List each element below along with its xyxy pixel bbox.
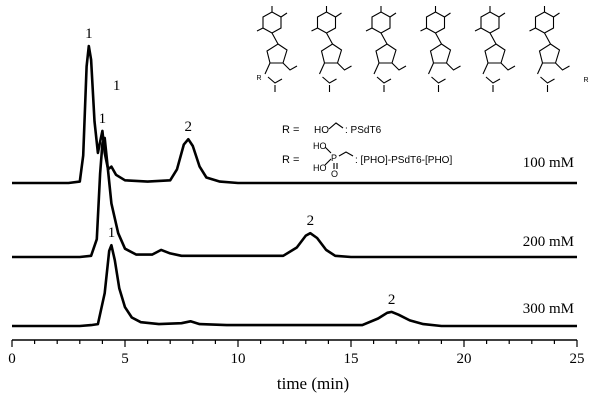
phosphorothioate-bonds — [431, 76, 446, 92]
sugar-ring — [266, 43, 288, 64]
chromatogram-traces — [12, 44, 577, 328]
r-definition-psdt6: R = HO : PSdT6 — [282, 122, 382, 136]
link-3-prime — [264, 62, 271, 75]
peak-label: 1 — [113, 78, 121, 94]
link-3-prime — [373, 62, 380, 75]
phosphorothioate-bonds — [267, 76, 283, 92]
thymine-substituents — [365, 6, 397, 32]
r-equals-label: R = — [282, 124, 299, 136]
x-tick-label: 0 — [8, 351, 16, 367]
x-tick-label: 5 — [121, 351, 129, 367]
r-definition-psdt6-name: : PSdT6 — [345, 125, 382, 136]
thymine-substituents — [256, 6, 288, 32]
structure-r-left: R — [256, 75, 261, 82]
glycosidic-bond — [544, 32, 551, 45]
sugar-ring — [484, 43, 506, 64]
link-3-prime — [536, 62, 544, 75]
thymine-substituents — [420, 6, 451, 32]
glycosidic-bond — [489, 32, 497, 45]
sugar-ring — [320, 43, 343, 64]
link-3-prime — [482, 62, 489, 75]
glycosidic-bond — [326, 32, 333, 45]
x-tick-label: 20 — [457, 351, 472, 367]
thymine-ring — [262, 11, 282, 34]
series-label: 200 mM — [523, 234, 574, 250]
sugar-ring — [429, 43, 452, 64]
sugar-ring — [375, 43, 397, 64]
series-label: 100 mM — [523, 155, 574, 171]
sugar-ring — [538, 43, 561, 64]
phosphorothioate-bonds — [485, 76, 501, 92]
peak-label: 1 — [99, 111, 107, 127]
glycosidic-bond — [435, 32, 442, 45]
x-tick-label: 25 — [570, 351, 585, 367]
thymine-substituents — [474, 6, 506, 32]
phosphorothioate-bonds — [322, 76, 337, 92]
x-axis-label: time (min) — [277, 374, 349, 393]
link-5-prime — [500, 62, 516, 71]
r-definition-pho: R = HO HO P O : [PHO]-PSdT6-[PHO] — [282, 141, 452, 179]
pho-o-atom: O — [331, 169, 338, 179]
peak-label: 1 — [108, 225, 116, 241]
thymine-ring — [371, 11, 391, 34]
link-5-prime — [337, 62, 352, 71]
r-definition-pho-name: : [PHO]-PSdT6-[PHO] — [355, 155, 452, 166]
peak-label: 2 — [388, 292, 396, 308]
thymine-substituents — [311, 6, 342, 32]
x-tick-label: 15 — [344, 351, 359, 367]
trace-1 — [12, 44, 577, 185]
series-label: 300 mM — [523, 301, 574, 317]
trace-3 — [12, 243, 577, 328]
r-equals-label: R = — [282, 154, 299, 166]
peak-label: 2 — [185, 119, 193, 135]
phosphorothioate-bonds — [540, 76, 555, 92]
x-tick-label: 10 — [231, 351, 246, 367]
thymine-ring — [425, 11, 446, 34]
link-5-prime — [282, 62, 298, 71]
phosphorothioate-bonds — [376, 76, 392, 92]
pho-ho-bottom: HO — [313, 163, 327, 173]
pho-bonds — [324, 146, 354, 169]
structure-r-right: R — [583, 77, 588, 84]
link-5-prime — [446, 62, 461, 71]
chart-labels: 100 mM 1 1 2 200 mM 1 2 300 mM 1 2 — [85, 26, 574, 317]
glycosidic-bond — [380, 32, 388, 45]
pho-ho-top: HO — [313, 141, 327, 151]
r-group-ho: HO — [314, 125, 329, 136]
link-3-prime — [427, 62, 435, 75]
r-group-ethyl-bond — [328, 122, 344, 130]
link-3-prime — [318, 62, 326, 75]
trace-2 — [12, 136, 577, 259]
x-axis: 0 5 10 15 20 25 — [8, 339, 585, 367]
thymine-ring — [534, 11, 555, 34]
link-5-prime — [391, 62, 407, 71]
pho-p-atom: P — [331, 153, 337, 163]
thymine-ring — [316, 11, 337, 34]
peak-label: 2 — [307, 213, 315, 229]
link-5-prime — [555, 62, 570, 71]
thymine-substituents — [529, 6, 560, 32]
peak-label: 1 — [85, 26, 93, 42]
thymine-ring — [480, 11, 500, 34]
glycosidic-bond — [271, 32, 279, 45]
